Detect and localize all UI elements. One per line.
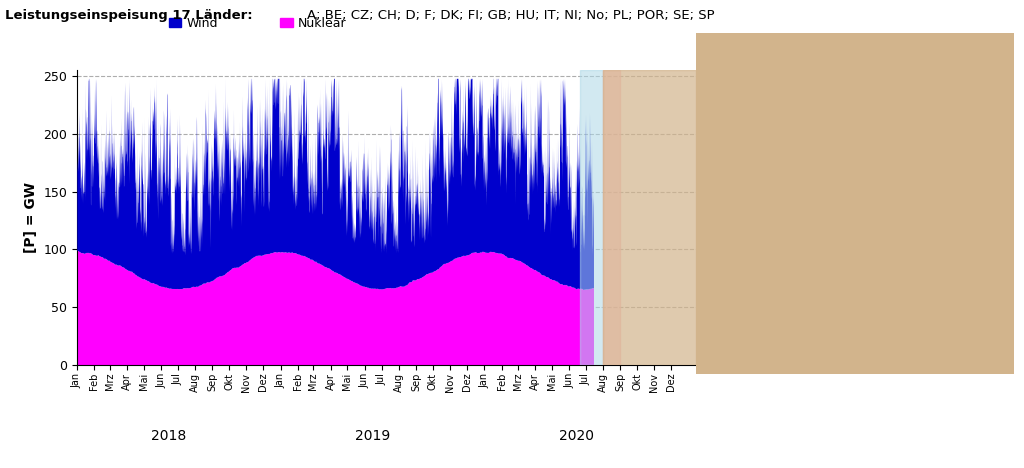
Text: A; BE; CZ; CH; D; F; DK; FI; GB; HU; IT; NI; No; PL; POR; SE; SP: A; BE; CZ; CH; D; F; DK; FI; GB; HU; IT;… bbox=[307, 9, 715, 22]
Text: Leistungseinspeisung 17 Länder:: Leistungseinspeisung 17 Länder: bbox=[5, 9, 253, 22]
Bar bbox=[603, 70, 621, 365]
Text: 2020: 2020 bbox=[559, 429, 594, 443]
Text: 2019: 2019 bbox=[355, 429, 390, 443]
Legend: Wind, Nuklear: Wind, Nuklear bbox=[164, 12, 351, 35]
Y-axis label: [P] = GW: [P] = GW bbox=[24, 182, 38, 253]
Bar bbox=[603, 70, 696, 365]
Text: 2018: 2018 bbox=[152, 429, 186, 443]
Bar bbox=[580, 70, 603, 365]
